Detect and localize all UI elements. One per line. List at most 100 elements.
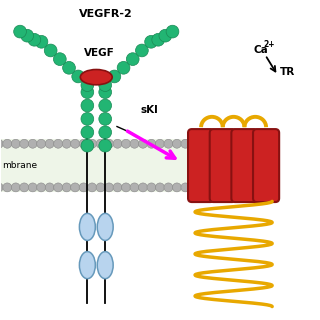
- Ellipse shape: [97, 213, 113, 240]
- Circle shape: [198, 183, 207, 192]
- Circle shape: [232, 139, 241, 148]
- Circle shape: [81, 139, 94, 152]
- Circle shape: [0, 183, 3, 192]
- Circle shape: [108, 70, 121, 83]
- Circle shape: [166, 25, 179, 38]
- Circle shape: [35, 36, 48, 48]
- Circle shape: [81, 86, 94, 99]
- Circle shape: [71, 183, 80, 192]
- Circle shape: [159, 29, 172, 42]
- Circle shape: [11, 183, 20, 192]
- Circle shape: [62, 183, 71, 192]
- Circle shape: [136, 44, 148, 57]
- Circle shape: [54, 183, 63, 192]
- Circle shape: [189, 139, 198, 148]
- Text: Ca: Ca: [254, 45, 269, 55]
- Circle shape: [37, 139, 46, 148]
- Circle shape: [206, 183, 215, 192]
- Circle shape: [21, 29, 34, 42]
- Circle shape: [0, 139, 3, 148]
- Circle shape: [44, 44, 57, 57]
- Text: 2+: 2+: [264, 40, 276, 49]
- Circle shape: [156, 183, 164, 192]
- Circle shape: [88, 139, 97, 148]
- Circle shape: [172, 139, 181, 148]
- Circle shape: [181, 183, 190, 192]
- Circle shape: [96, 139, 105, 148]
- Circle shape: [113, 139, 122, 148]
- Circle shape: [164, 139, 173, 148]
- FancyBboxPatch shape: [231, 129, 258, 202]
- Circle shape: [113, 183, 122, 192]
- Circle shape: [147, 139, 156, 148]
- Circle shape: [81, 113, 94, 125]
- Circle shape: [3, 139, 12, 148]
- Circle shape: [147, 183, 156, 192]
- Circle shape: [99, 86, 112, 99]
- Circle shape: [45, 183, 54, 192]
- Circle shape: [28, 183, 37, 192]
- Circle shape: [215, 183, 224, 192]
- Text: mbrane: mbrane: [2, 161, 37, 170]
- Circle shape: [88, 183, 97, 192]
- Circle shape: [79, 139, 88, 148]
- Circle shape: [122, 183, 131, 192]
- Circle shape: [54, 139, 63, 148]
- Bar: [0, 139, 249, 192]
- Circle shape: [223, 139, 232, 148]
- Circle shape: [11, 139, 20, 148]
- Circle shape: [20, 183, 29, 192]
- Circle shape: [117, 61, 130, 74]
- Circle shape: [71, 139, 80, 148]
- Circle shape: [99, 79, 112, 92]
- Ellipse shape: [79, 252, 95, 279]
- Circle shape: [99, 126, 112, 139]
- Circle shape: [232, 183, 241, 192]
- Circle shape: [156, 139, 164, 148]
- Circle shape: [139, 183, 148, 192]
- Circle shape: [37, 183, 46, 192]
- Circle shape: [206, 139, 215, 148]
- Ellipse shape: [80, 69, 112, 85]
- Circle shape: [99, 139, 112, 152]
- Circle shape: [172, 183, 181, 192]
- Circle shape: [240, 183, 249, 192]
- Circle shape: [62, 139, 71, 148]
- FancyBboxPatch shape: [188, 129, 214, 202]
- Circle shape: [240, 139, 249, 148]
- Circle shape: [28, 139, 37, 148]
- Circle shape: [81, 126, 94, 139]
- Text: TR: TR: [279, 68, 295, 77]
- Circle shape: [3, 183, 12, 192]
- FancyBboxPatch shape: [210, 129, 236, 202]
- Ellipse shape: [79, 213, 95, 240]
- Circle shape: [122, 139, 131, 148]
- Circle shape: [181, 139, 190, 148]
- Circle shape: [45, 139, 54, 148]
- Circle shape: [72, 70, 84, 83]
- FancyBboxPatch shape: [253, 129, 279, 202]
- Circle shape: [215, 139, 224, 148]
- Circle shape: [223, 183, 232, 192]
- Ellipse shape: [97, 252, 113, 279]
- Circle shape: [53, 53, 66, 66]
- Text: sKl: sKl: [141, 105, 159, 116]
- Circle shape: [189, 183, 198, 192]
- Circle shape: [81, 99, 94, 112]
- Circle shape: [14, 25, 27, 38]
- Circle shape: [105, 139, 114, 148]
- Circle shape: [99, 99, 112, 112]
- Circle shape: [198, 139, 207, 148]
- Circle shape: [130, 183, 139, 192]
- Circle shape: [81, 79, 94, 92]
- Circle shape: [126, 53, 139, 66]
- Text: VEGFR-2: VEGFR-2: [79, 9, 133, 19]
- Circle shape: [79, 183, 88, 192]
- Circle shape: [164, 183, 173, 192]
- Circle shape: [63, 61, 76, 74]
- Circle shape: [28, 33, 41, 46]
- Circle shape: [130, 139, 139, 148]
- Circle shape: [139, 139, 148, 148]
- Circle shape: [20, 139, 29, 148]
- Text: VEGF: VEGF: [84, 48, 115, 58]
